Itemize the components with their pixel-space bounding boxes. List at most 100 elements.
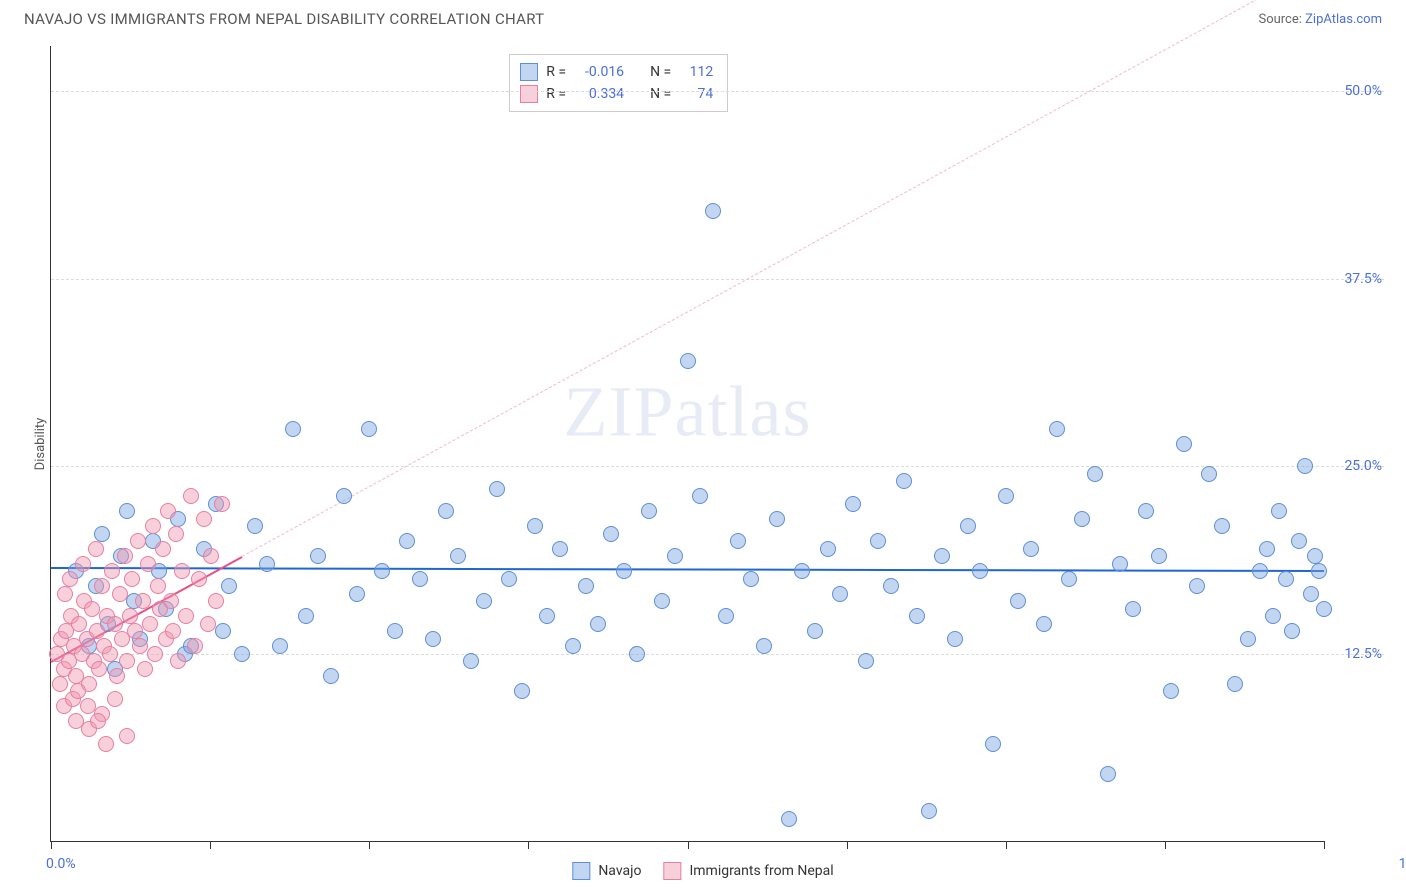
x-tick — [1006, 841, 1007, 849]
gridline — [51, 279, 1384, 280]
x-tick — [369, 841, 370, 849]
data-point-navajo — [705, 203, 721, 219]
data-point-navajo — [1163, 683, 1179, 699]
data-point-nepal — [88, 541, 104, 557]
data-point-navajo — [349, 586, 365, 602]
plot-area: ZIPatlas R =-0.016N =112R =0.334N =74 12… — [50, 46, 1324, 842]
x-tick — [51, 841, 52, 849]
data-point-navajo — [578, 578, 594, 594]
data-point-navajo — [1074, 511, 1090, 527]
data-point-navajo — [1291, 533, 1307, 549]
stats-row: R =-0.016N =112 — [520, 61, 713, 83]
data-point-nepal — [124, 571, 140, 587]
data-point-navajo — [832, 586, 848, 602]
data-point-navajo — [450, 548, 466, 564]
data-point-nepal — [98, 736, 114, 752]
watermark: ZIPatlas — [564, 370, 812, 453]
data-point-navajo — [1100, 766, 1116, 782]
data-point-navajo — [590, 616, 606, 632]
bottom-legend: NavajoImmigrants from Nepal — [572, 862, 833, 880]
watermark-zip: ZIP — [564, 371, 675, 451]
data-point-navajo — [909, 608, 925, 624]
data-point-navajo — [756, 638, 772, 654]
legend-swatch — [663, 862, 681, 880]
data-point-navajo — [1176, 436, 1192, 452]
gridline — [51, 654, 1384, 655]
data-point-navajo — [361, 421, 377, 437]
data-point-navajo — [1189, 578, 1205, 594]
data-point-nepal — [104, 563, 120, 579]
source-attribution: Source: ZipAtlas.com — [1258, 12, 1382, 27]
data-point-nepal — [150, 578, 166, 594]
x-axis-label-min: 0.0% — [46, 856, 76, 872]
data-point-navajo — [1214, 518, 1230, 534]
data-point-navajo — [998, 488, 1014, 504]
data-point-nepal — [52, 676, 68, 692]
data-point-navajo — [463, 653, 479, 669]
data-point-navajo — [629, 646, 645, 662]
data-point-navajo — [1303, 586, 1319, 602]
data-point-navajo — [1061, 571, 1077, 587]
legend-label: Navajo — [598, 863, 641, 879]
data-point-navajo — [476, 593, 492, 609]
data-point-navajo — [1297, 458, 1313, 474]
data-point-navajo — [743, 571, 759, 587]
data-point-navajo — [807, 623, 823, 639]
y-tick-label: 25.0% — [1344, 458, 1382, 474]
source-link[interactable]: ZipAtlas.com — [1305, 12, 1382, 27]
data-point-navajo — [1023, 541, 1039, 557]
data-point-nepal — [183, 488, 199, 504]
x-tick — [210, 841, 211, 849]
data-point-navajo — [641, 503, 657, 519]
x-tick — [847, 841, 848, 849]
data-point-navajo — [489, 481, 505, 497]
data-point-navajo — [870, 533, 886, 549]
data-point-nepal — [117, 548, 133, 564]
data-point-navajo — [960, 518, 976, 534]
trend-line — [51, 567, 1324, 572]
y-tick-label: 12.5% — [1344, 646, 1382, 662]
data-point-navajo — [336, 488, 352, 504]
data-point-navajo — [514, 683, 530, 699]
data-point-nepal — [119, 653, 135, 669]
data-point-navajo — [1316, 601, 1332, 617]
data-point-navajo — [921, 803, 937, 819]
x-tick — [1165, 841, 1166, 849]
data-point-navajo — [1307, 548, 1323, 564]
stat-r-label: R = — [546, 86, 566, 102]
data-point-navajo — [1227, 676, 1243, 692]
data-point-nepal — [155, 541, 171, 557]
data-point-nepal — [165, 623, 181, 639]
data-point-nepal — [75, 556, 91, 572]
data-point-navajo — [1036, 616, 1052, 632]
data-point-navajo — [425, 631, 441, 647]
data-point-nepal — [178, 608, 194, 624]
data-point-nepal — [160, 503, 176, 519]
data-point-navajo — [692, 488, 708, 504]
chart-title: NAVAJO VS IMMIGRANTS FROM NEPAL DISABILI… — [24, 10, 544, 28]
data-point-navajo — [527, 518, 543, 534]
data-point-nepal — [174, 563, 190, 579]
data-point-nepal — [127, 623, 143, 639]
stat-n-value: 74 — [679, 86, 713, 102]
data-point-nepal — [109, 668, 125, 684]
stat-r-value: -0.016 — [574, 64, 624, 80]
data-point-navajo — [374, 563, 390, 579]
data-point-navajo — [215, 623, 231, 639]
data-point-navajo — [1278, 571, 1294, 587]
chart-header: NAVAJO VS IMMIGRANTS FROM NEPAL DISABILI… — [0, 0, 1406, 34]
data-point-navajo — [1010, 593, 1026, 609]
data-point-nepal — [112, 586, 128, 602]
x-axis-label-max: 100.0% — [1399, 856, 1406, 872]
data-point-nepal — [107, 691, 123, 707]
data-point-nepal — [71, 616, 87, 632]
data-point-nepal — [132, 638, 148, 654]
data-point-nepal — [214, 496, 230, 512]
data-point-navajo — [794, 563, 810, 579]
data-point-navajo — [323, 668, 339, 684]
data-point-navajo — [1087, 466, 1103, 482]
stat-r-value: 0.334 — [574, 86, 624, 102]
data-point-nepal — [168, 526, 184, 542]
data-point-nepal — [119, 728, 135, 744]
data-point-navajo — [1049, 421, 1065, 437]
